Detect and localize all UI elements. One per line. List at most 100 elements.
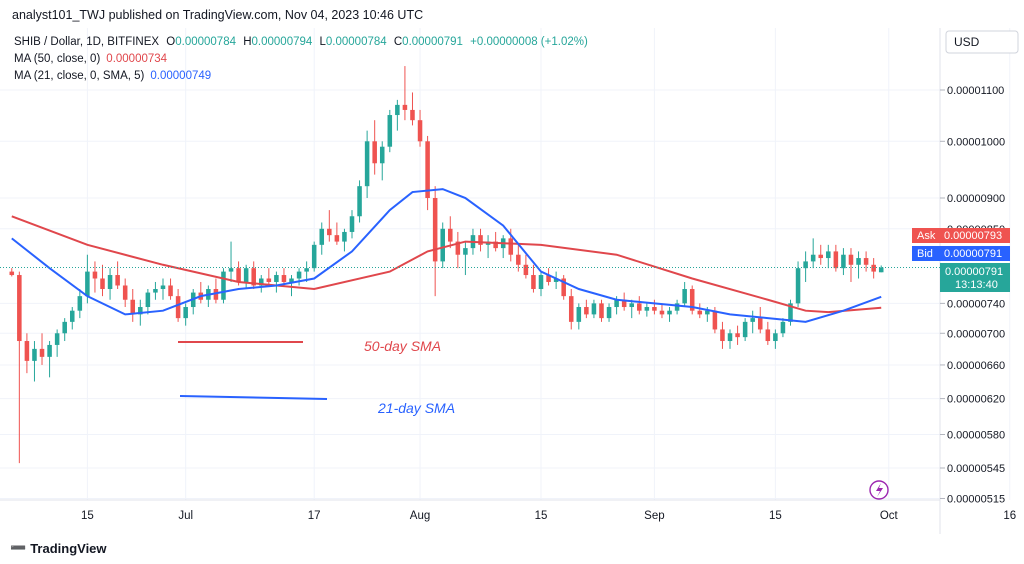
candle-body	[614, 299, 619, 308]
candle-body	[138, 307, 143, 315]
y-tick-label: 0.00000515	[947, 493, 1005, 505]
candle-body	[576, 307, 582, 322]
candle-body	[372, 141, 377, 164]
candle-body	[727, 333, 733, 342]
last-price-bg	[940, 263, 1010, 292]
candle-body	[259, 278, 264, 286]
candle-body	[145, 292, 151, 308]
candle-body	[765, 329, 771, 342]
bid-value-bg	[940, 246, 1010, 261]
candle-body	[478, 235, 483, 245]
candle-body	[425, 141, 430, 199]
sma21-annotation-line	[179, 395, 328, 400]
last-price-value: 0.00000791	[945, 266, 1003, 278]
candle-body	[621, 299, 627, 308]
candle-body	[750, 318, 755, 322]
y-tick-label: 0.00000660	[947, 360, 1005, 372]
candle-body	[266, 278, 272, 282]
candle-body	[349, 216, 355, 232]
candle-body	[69, 310, 75, 322]
candle-body	[47, 344, 52, 357]
tradingview-footer: ➖ TradingView	[10, 540, 107, 556]
y-tick-label: 0.00001100	[947, 85, 1004, 97]
time-axis: 15Jul17Aug15Sep15Oct16Nov	[81, 510, 1016, 522]
candle-body	[538, 275, 544, 290]
x-tick-label: 16	[1003, 510, 1016, 522]
candle-body	[92, 271, 98, 279]
candle-body	[826, 251, 831, 259]
candle-body	[795, 268, 801, 304]
candle-body	[327, 228, 332, 236]
candle-body	[516, 254, 521, 265]
candle-body	[523, 264, 529, 276]
legend-ma21: MA (21, close, 0, SMA, 5) 0.00000749	[14, 70, 211, 82]
candle-body	[107, 275, 113, 290]
candle-body	[863, 258, 869, 265]
candle-body	[213, 289, 219, 300]
candle-body	[780, 321, 786, 334]
candle-body	[810, 254, 816, 262]
y-tick-label: 0.00000740	[947, 298, 1005, 310]
candle-body	[342, 231, 347, 242]
candle-body	[455, 241, 461, 255]
candle-body	[77, 296, 83, 311]
candle-body	[448, 228, 453, 242]
candle-body	[311, 244, 317, 269]
candle-body	[561, 278, 566, 297]
candle-body	[606, 307, 612, 319]
candle-body	[878, 267, 884, 273]
candle-body	[735, 333, 740, 338]
y-tick-label: 0.00000545	[947, 463, 1005, 475]
x-tick-label: 15	[81, 510, 94, 522]
candle-body	[62, 321, 67, 334]
candle-body	[682, 289, 687, 304]
candle-body	[100, 278, 105, 290]
candle-body	[417, 120, 423, 142]
candle-body	[296, 271, 302, 279]
symbol-line: SHIB / Dollar, 1D, BITFINEX	[14, 36, 159, 48]
candle-body	[440, 228, 445, 262]
sma21-annotation: 21-day SMA	[377, 400, 455, 416]
candlestick-chart[interactable]: 50-day SMA 21-day SMA SHIB / Dollar, 1D,…	[0, 28, 1024, 534]
lightning-icon[interactable]	[869, 480, 889, 500]
candle-body	[17, 275, 22, 342]
chart-legend: SHIB / Dollar, 1D, BITFINEX O0.00000784 …	[14, 36, 588, 82]
publish-header: analyst101_TWJ published on TradingView.…	[12, 8, 424, 22]
x-tick-label: Oct	[880, 510, 899, 522]
candle-body	[228, 268, 234, 272]
bid-label-bg	[912, 246, 940, 261]
candle-body	[818, 254, 824, 259]
candle-body	[168, 285, 173, 297]
candle-body	[637, 303, 642, 311]
bid-label: Bid	[917, 248, 933, 260]
candle-body	[644, 307, 650, 311]
candle-body	[32, 348, 37, 361]
footer-brand: TradingView	[30, 540, 107, 556]
chart-frame[interactable]: 50-day SMA 21-day SMA SHIB / Dollar, 1D,…	[0, 28, 1024, 534]
candle-body	[652, 307, 657, 311]
candle-body	[364, 141, 370, 187]
ask-label-bg	[912, 228, 940, 243]
ask-value-bg	[940, 228, 1010, 243]
candle-body	[773, 333, 778, 342]
candle-body	[599, 303, 604, 319]
candle-body	[712, 310, 718, 330]
x-tick-label: 15	[769, 510, 782, 522]
candle-body	[251, 268, 256, 286]
candle-body	[591, 303, 597, 315]
candle-body	[304, 268, 309, 272]
candle-body	[531, 275, 536, 290]
candle-body	[697, 310, 703, 315]
candle-body	[629, 303, 634, 308]
candle-body	[379, 146, 385, 164]
currency-button[interactable]	[945, 30, 1019, 54]
candle-body	[871, 264, 876, 272]
candle-body	[281, 275, 287, 282]
candle-body	[334, 235, 340, 242]
candle-body	[508, 238, 514, 255]
candle-body	[175, 296, 181, 319]
candle-body	[160, 285, 166, 290]
bid-value: 0.00000791	[944, 248, 1002, 260]
ma50-line	[11, 215, 882, 314]
candle-body	[387, 115, 393, 147]
